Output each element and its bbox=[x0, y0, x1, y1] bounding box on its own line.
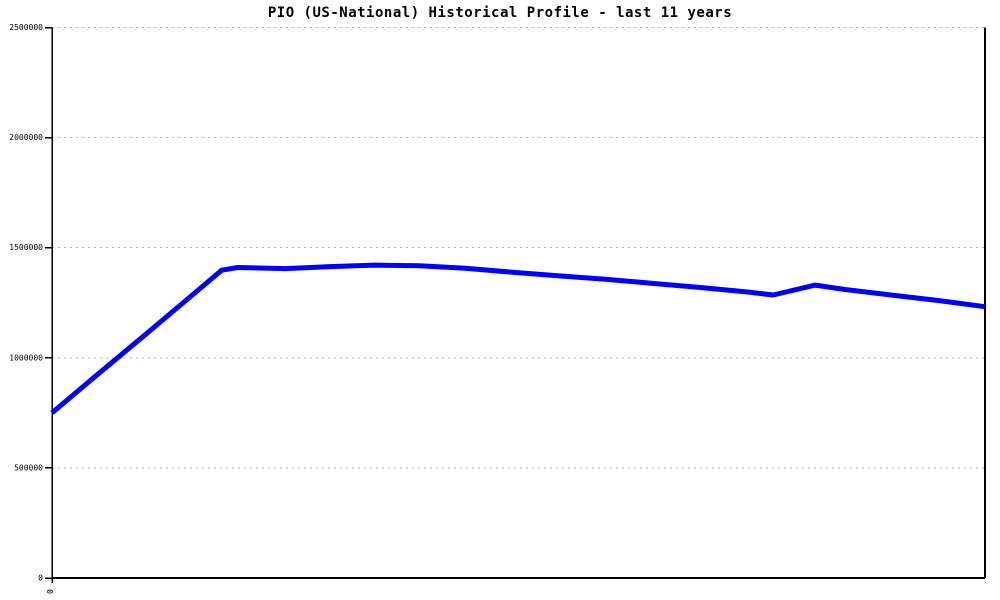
y-tick-label: 1000000 bbox=[9, 353, 43, 362]
y-tick-label: 2000000 bbox=[9, 133, 43, 142]
y-tick-label: 500000 bbox=[14, 463, 43, 472]
data-line bbox=[50, 262, 986, 415]
chart-title: PIO (US-National) Historical Profile - l… bbox=[267, 5, 733, 21]
y-tick-label: 2500000 bbox=[9, 23, 43, 32]
y-tick-label: 0 bbox=[38, 574, 43, 583]
x-tick-label: 0 bbox=[45, 589, 54, 594]
y-tick-label: 1500000 bbox=[9, 243, 43, 252]
